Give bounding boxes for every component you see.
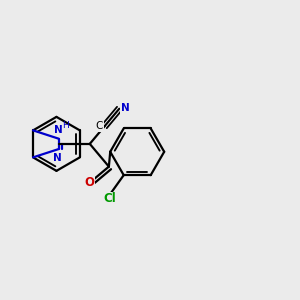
Text: C: C: [96, 121, 103, 131]
Text: N: N: [53, 153, 62, 163]
Text: H: H: [62, 121, 69, 130]
Text: N: N: [121, 103, 130, 113]
Text: O: O: [85, 176, 95, 189]
Text: Cl: Cl: [104, 192, 117, 205]
Text: N: N: [54, 124, 63, 134]
